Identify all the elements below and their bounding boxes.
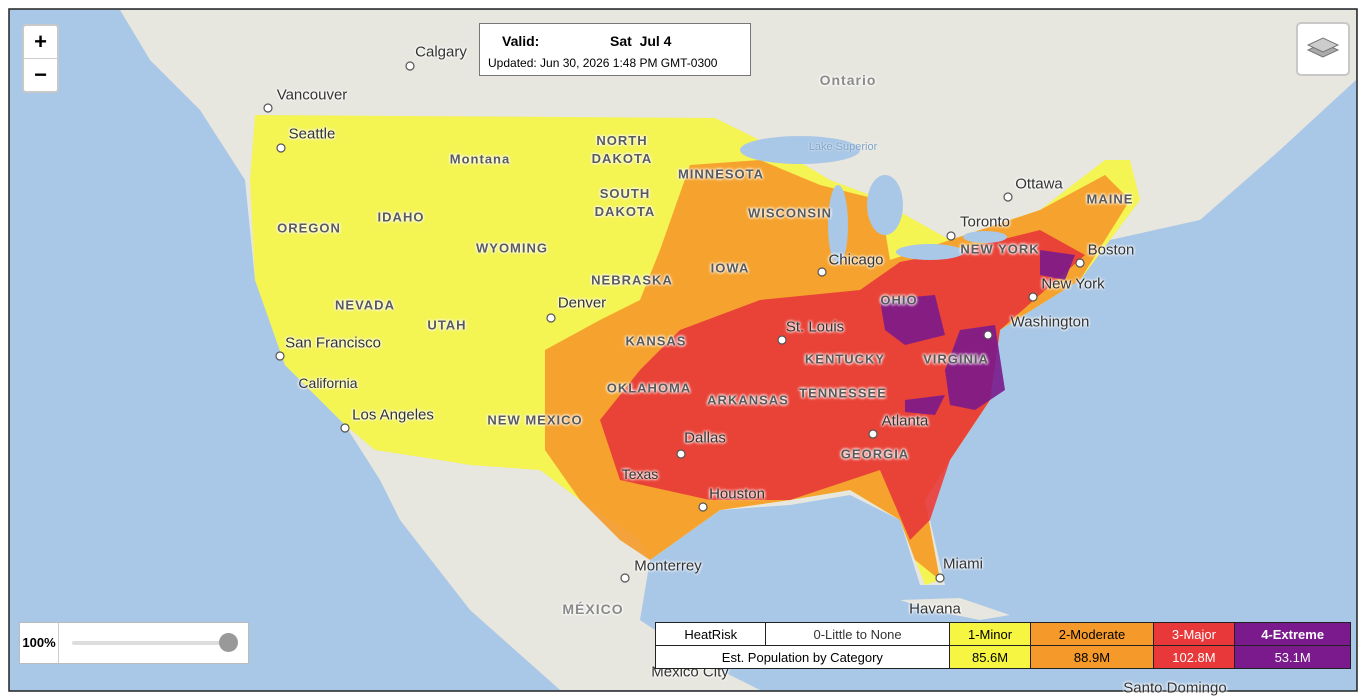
map-label: SOUTH DAKOTA xyxy=(594,186,656,219)
map-label: OHIO xyxy=(880,292,918,308)
map-label: Havana xyxy=(909,600,961,618)
legend-header-row: HeatRisk 0-Little to None 1-Minor 2-Mode… xyxy=(654,622,1351,646)
city-dots xyxy=(263,61,1085,583)
map-label: Washington xyxy=(1010,313,1090,331)
map-label: MAINE xyxy=(1086,191,1134,207)
map-label: KENTUCKY xyxy=(804,351,886,367)
population-value: 88.9M xyxy=(1030,645,1154,669)
layers-button[interactable] xyxy=(1296,22,1350,76)
map-label: KANSAS xyxy=(625,333,687,349)
legend-population-row: Est. Population by Category 85.6M 88.9M … xyxy=(655,645,1351,669)
map-label: Los Angeles xyxy=(352,406,434,424)
map-label: Vancouver xyxy=(276,86,348,104)
map-label: MINNESOTA xyxy=(677,166,765,182)
map-label: Ontario xyxy=(819,72,877,88)
map-label: OKLAHOMA xyxy=(606,380,692,396)
island xyxy=(900,598,1010,620)
map-label: Miami xyxy=(943,555,983,573)
map-label: IOWA xyxy=(710,260,750,276)
map-label: Santo Domingo xyxy=(1123,679,1227,697)
map-label: Monterrey xyxy=(634,557,702,575)
zoom-controls: + − xyxy=(22,24,59,93)
lake xyxy=(896,244,964,260)
map-label: Atlanta xyxy=(881,412,929,430)
map-label: NEW MEXICO xyxy=(487,412,583,428)
valid-date: Sat Jul 4 xyxy=(610,33,672,49)
map-label: New York xyxy=(1041,275,1105,293)
heat-area xyxy=(880,295,945,345)
updated-text: Updated: Jun 30, 2026 1:48 PM GMT-0300 xyxy=(488,56,718,70)
population-label: Est. Population by Category xyxy=(655,645,950,669)
map-label: ARKANSAS xyxy=(707,392,789,408)
slider-track xyxy=(72,641,232,645)
map-label: Dallas xyxy=(684,429,726,447)
map-label: WISCONSIN xyxy=(747,205,833,221)
map-label: Texas xyxy=(621,466,659,482)
map-label: Ottawa xyxy=(1015,175,1063,193)
map-label: UTAH xyxy=(427,317,467,333)
map-label: NEBRASKA xyxy=(591,272,673,288)
map-label: Chicago xyxy=(828,251,884,269)
zoom-out-button[interactable]: − xyxy=(24,58,57,91)
population-value: 53.1M xyxy=(1234,645,1351,669)
legend-header: HeatRisk xyxy=(654,622,767,646)
map-label: VIRGINIA xyxy=(923,351,989,367)
map-label: OREGON xyxy=(277,220,341,236)
lake xyxy=(828,185,848,265)
legend-table: HeatRisk 0-Little to None 1-Minor 2-Mode… xyxy=(654,622,1351,669)
heat-area xyxy=(1040,250,1075,280)
map-label: NORTH DAKOTA xyxy=(591,133,653,166)
population-value: 102.8M xyxy=(1152,645,1236,669)
map-label: St. Louis xyxy=(785,318,845,336)
legend-category: 4-Extreme xyxy=(1234,622,1351,646)
map-label: WYOMING xyxy=(476,240,548,256)
map-label: Seattle xyxy=(288,125,336,143)
lake xyxy=(963,231,1007,243)
lake xyxy=(867,175,903,235)
map-label: TENNESSEE xyxy=(799,385,887,401)
heat-area xyxy=(945,325,1005,410)
map-label: GEORGIA xyxy=(840,446,910,462)
map-label: San Francisco xyxy=(285,334,381,352)
map-label: MÉXICO xyxy=(562,601,624,617)
map-label: Calgary xyxy=(415,43,467,61)
heat-area xyxy=(905,395,945,415)
valid-label: Valid: xyxy=(502,33,540,49)
opacity-control: 100% xyxy=(19,622,249,664)
map-label: Lake Superior xyxy=(808,141,878,153)
map-label: Boston xyxy=(1087,241,1135,259)
validity-box: Valid: Sat Jul 4 Updated: Jun 30, 2026 1… xyxy=(479,23,751,76)
map-label: Montana xyxy=(449,151,511,167)
zoom-in-button[interactable]: + xyxy=(34,29,47,54)
heat-area xyxy=(600,230,1085,540)
slider-thumb[interactable] xyxy=(219,633,238,652)
legend-category: 1-Minor xyxy=(948,622,1032,646)
map-label: Denver xyxy=(557,294,607,312)
population-value: 85.6M xyxy=(948,645,1032,669)
legend-category: 3-Major xyxy=(1152,622,1236,646)
lake xyxy=(740,136,860,164)
map-label: Toronto xyxy=(959,213,1011,231)
map-label: NEVADA xyxy=(335,297,395,313)
map-label: Houston xyxy=(709,485,765,503)
legend-category: 0-Little to None xyxy=(765,622,950,646)
map-label: NEW YORK xyxy=(960,241,1040,257)
layers-icon xyxy=(1306,37,1340,58)
map-label: IDAHO xyxy=(377,209,425,225)
opacity-value: 100% xyxy=(20,623,59,663)
legend-category: 2-Moderate xyxy=(1030,622,1154,646)
map-label: California xyxy=(298,375,358,391)
